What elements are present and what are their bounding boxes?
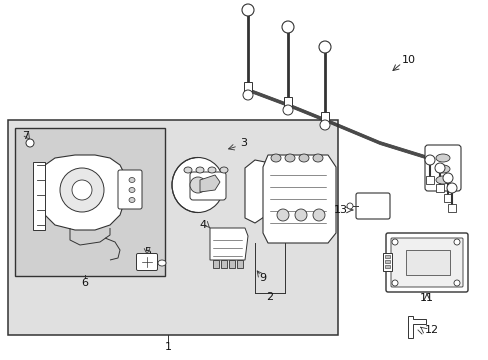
Circle shape [346, 203, 352, 209]
Bar [435, 184, 443, 192]
Circle shape [312, 209, 325, 221]
Text: 8: 8 [207, 191, 215, 201]
Circle shape [294, 209, 306, 221]
Ellipse shape [183, 167, 192, 173]
Text: 1: 1 [164, 342, 171, 352]
Circle shape [243, 90, 252, 100]
Bar [33, 162, 45, 230]
Circle shape [60, 168, 104, 212]
Text: 6: 6 [81, 278, 88, 288]
Ellipse shape [285, 154, 294, 162]
Bar [447, 204, 455, 212]
FancyBboxPatch shape [390, 238, 462, 287]
Text: 9: 9 [259, 273, 266, 283]
Bar [425, 176, 433, 184]
Ellipse shape [435, 176, 449, 184]
Circle shape [276, 209, 288, 221]
Circle shape [446, 183, 456, 193]
Bar [320, 112, 328, 124]
Text: 13: 13 [333, 205, 347, 215]
FancyBboxPatch shape [385, 233, 467, 292]
Polygon shape [407, 316, 425, 338]
Ellipse shape [207, 167, 216, 173]
Text: 4: 4 [200, 220, 206, 230]
Bar [443, 194, 451, 202]
Text: 11: 11 [419, 293, 433, 303]
Text: 2: 2 [266, 292, 273, 302]
Polygon shape [263, 155, 335, 243]
Bar [384, 255, 389, 258]
Text: 5: 5 [144, 247, 151, 257]
Ellipse shape [129, 198, 135, 202]
Ellipse shape [158, 260, 165, 266]
Circle shape [424, 155, 434, 165]
Bar [405, 250, 449, 275]
FancyBboxPatch shape [136, 253, 157, 270]
Circle shape [72, 180, 92, 200]
Polygon shape [244, 160, 274, 223]
Bar [384, 260, 389, 263]
Text: 7: 7 [22, 131, 29, 141]
Circle shape [190, 177, 205, 193]
Polygon shape [42, 155, 125, 230]
Ellipse shape [129, 177, 135, 183]
Bar [221, 260, 226, 268]
Ellipse shape [435, 165, 449, 173]
FancyBboxPatch shape [424, 145, 460, 191]
Bar [382, 253, 391, 271]
Circle shape [391, 239, 397, 245]
FancyBboxPatch shape [190, 172, 225, 200]
Ellipse shape [435, 154, 449, 162]
Ellipse shape [270, 154, 281, 162]
Bar [213, 260, 219, 268]
FancyBboxPatch shape [118, 170, 142, 209]
Polygon shape [209, 228, 247, 260]
Ellipse shape [220, 167, 227, 173]
Text: 10: 10 [401, 55, 415, 65]
Bar [237, 260, 243, 268]
Bar [284, 97, 291, 109]
Bar [15, 128, 164, 276]
Circle shape [434, 163, 444, 173]
Circle shape [442, 173, 452, 183]
Circle shape [391, 280, 397, 286]
Bar [228, 260, 235, 268]
Circle shape [283, 105, 292, 115]
Circle shape [26, 139, 34, 147]
Bar [8, 120, 337, 335]
Ellipse shape [129, 188, 135, 193]
Circle shape [318, 41, 330, 53]
Circle shape [453, 239, 459, 245]
Text: 3: 3 [240, 138, 246, 148]
FancyBboxPatch shape [355, 193, 389, 219]
Polygon shape [200, 175, 220, 192]
Ellipse shape [196, 167, 203, 173]
Circle shape [242, 4, 253, 16]
Ellipse shape [172, 158, 224, 212]
Circle shape [319, 120, 329, 130]
Ellipse shape [312, 154, 323, 162]
Ellipse shape [298, 154, 308, 162]
Bar [244, 82, 251, 94]
Bar [384, 265, 389, 268]
Circle shape [453, 280, 459, 286]
Circle shape [282, 21, 293, 33]
Text: 12: 12 [424, 325, 438, 335]
